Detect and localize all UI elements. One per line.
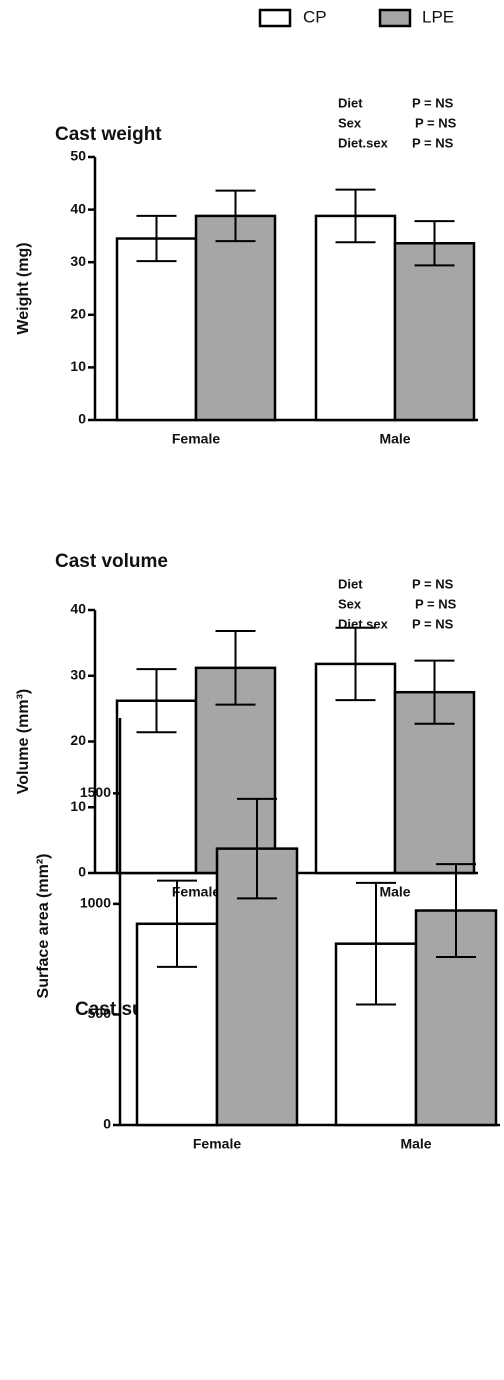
legend-label: CP [303, 7, 327, 26]
y-tick-label: 0 [78, 864, 86, 880]
annotation-label: Diet.sex [338, 135, 389, 150]
x-tick-label: Female [172, 431, 220, 447]
chart-title: Cast volume [55, 551, 168, 572]
y-axis-label: Volume (mm³) [15, 689, 32, 794]
y-tick-label: 0 [103, 1116, 111, 1132]
annotation-label: Diet [338, 576, 363, 591]
y-tick-label: 1000 [80, 895, 111, 911]
y-tick-label: 1500 [80, 784, 111, 800]
y-tick-label: 0 [78, 411, 86, 427]
annotation-value: P = NS [415, 596, 457, 611]
annotation-value: P = NS [412, 135, 454, 150]
annotation-value: P = NS [412, 576, 454, 591]
y-tick-label: 20 [70, 306, 86, 322]
annotation-label: Diet [338, 95, 363, 110]
chart-title: Cast weight [55, 124, 162, 145]
bar [393, 690, 476, 875]
annotation-label: Sex [338, 596, 362, 611]
legend-swatch [378, 8, 412, 28]
legend-swatch [258, 8, 292, 28]
x-tick-label: Female [172, 884, 220, 900]
y-tick-label: 20 [70, 732, 86, 748]
y-tick-label: 40 [70, 601, 86, 617]
bar [194, 214, 277, 422]
y-tick-label: 30 [70, 666, 86, 682]
bar [314, 214, 397, 422]
bar [115, 237, 198, 422]
y-tick-label: 50 [70, 148, 86, 164]
y-axis-label: Weight (mg) [15, 242, 32, 334]
annotation-value: P = NS [412, 616, 454, 631]
y-tick-label: 30 [70, 253, 86, 269]
legend-label: LPE [422, 7, 454, 26]
x-tick-label: Male [379, 884, 410, 900]
bar [393, 242, 476, 422]
x-tick-label: Male [400, 1136, 431, 1152]
annotation-value: P = NS [415, 115, 457, 130]
y-tick-label: 40 [70, 200, 86, 216]
y-axis-label: Surface area (mm²) [35, 854, 52, 999]
x-tick-label: Female [193, 1136, 241, 1152]
y-tick-label: 500 [88, 1005, 112, 1021]
y-tick-label: 10 [70, 798, 86, 814]
annotation-label: Diet.sex [338, 616, 389, 631]
y-tick-label: 10 [70, 358, 86, 374]
annotation-value: P = NS [412, 95, 454, 110]
annotation-label: Sex [338, 115, 362, 130]
x-tick-label: Male [379, 431, 410, 447]
